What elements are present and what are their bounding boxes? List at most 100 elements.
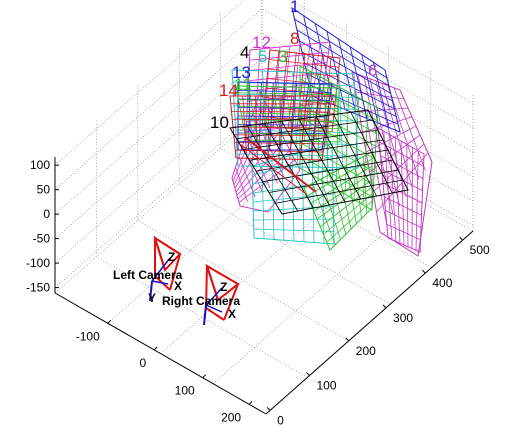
- plane-grid-line: [411, 147, 413, 249]
- y-tick-mark: [422, 269, 426, 274]
- plane-grid-line: [385, 210, 422, 228]
- calibration-planes: [229, 6, 433, 257]
- plane-label-10: 10: [210, 113, 229, 132]
- plane-grid-line: [354, 160, 362, 219]
- camera-left: Z X Y Left Camera: [113, 235, 183, 305]
- y-tick-label: 400: [432, 276, 452, 290]
- plane-grid-line: [384, 196, 422, 216]
- grid-line: [261, 111, 474, 232]
- plane-outline: [229, 109, 409, 215]
- y-tick-mark: [306, 372, 310, 376]
- plane-edge-streak: [239, 143, 307, 195]
- plane-outline: [299, 65, 379, 211]
- plane-grid-line: [361, 54, 379, 124]
- camera-y-axis: [149, 280, 153, 302]
- y-tick-mark: [382, 304, 387, 309]
- plane-grid-line: [240, 112, 339, 116]
- grid-line: [54, 111, 263, 294]
- plane-grid-line: [350, 112, 393, 194]
- plane-3-lower: [303, 151, 373, 251]
- plane-grid-line: [268, 169, 399, 193]
- plane-label-13: 13: [232, 63, 251, 82]
- plane-label-14: 14: [219, 81, 238, 100]
- camera-frustum: [154, 237, 166, 271]
- grid-line: [160, 171, 368, 354]
- plane-label-11: 11: [234, 75, 252, 94]
- x-tick-mark: [153, 346, 158, 351]
- plane-grid-line: [333, 114, 377, 197]
- plane-grid-line: [353, 97, 359, 200]
- plane-grid-line: [387, 85, 420, 180]
- y-tick-mark: [266, 406, 271, 411]
- camera-axis-y-label: Y: [148, 291, 156, 305]
- camera-axis-x-label: X: [174, 279, 182, 293]
- x-tick-mark: [107, 319, 112, 324]
- axes-box: [54, 157, 474, 415]
- plane-grid-line: [386, 223, 421, 241]
- plane-grid-line: [322, 56, 332, 132]
- y-tick-label: 500: [470, 243, 490, 257]
- grid-line: [213, 200, 421, 385]
- plane-grid-line: [323, 193, 373, 235]
- plane-label-5: 5: [258, 47, 267, 66]
- plane-grid-line: [316, 179, 373, 220]
- plane-grid-line: [315, 116, 362, 200]
- plane-grid-line: [253, 218, 334, 221]
- camera-label: Right Camera: [162, 294, 240, 308]
- plane-grid-line: [349, 46, 368, 119]
- camera-y-axis: [203, 304, 207, 326]
- y-tick-label: 0: [277, 413, 284, 427]
- plane-grid-line: [275, 179, 404, 204]
- plane-grid-line: [372, 62, 390, 128]
- plane-grid-line: [382, 182, 423, 204]
- plane-grid-line: [299, 116, 376, 160]
- plane-grid-line: [311, 149, 315, 243]
- plane-label-1: 1: [290, 0, 299, 16]
- camera-axis-z-label: Z: [220, 280, 227, 294]
- plane-grid-line: [376, 152, 429, 213]
- plane-6-lower: [377, 127, 425, 253]
- plane-grid-line: [365, 125, 417, 153]
- camera-label: Left Camera: [113, 268, 183, 282]
- plane-grid-line: [232, 126, 328, 129]
- plane-10: [229, 109, 409, 215]
- plane-label-12: 12: [252, 33, 271, 52]
- x-tick-label: 0: [139, 356, 146, 370]
- plane-grid-line: [306, 73, 397, 117]
- z-tick-label: -100: [26, 256, 50, 270]
- z-tick-label: 100: [30, 158, 50, 172]
- plane-label-6: 6: [368, 61, 377, 80]
- z-tick-label: 0: [43, 207, 50, 221]
- plane-grid-line: [235, 130, 281, 193]
- plane-3: [299, 65, 379, 211]
- x-tick-mark: [202, 374, 207, 379]
- x-tick-label: 100: [175, 384, 195, 398]
- plane-grid-line: [321, 146, 325, 244]
- x-axis-line: [54, 292, 267, 415]
- y-tick-mark: [345, 337, 350, 342]
- camera-z-axis: [205, 287, 223, 306]
- plane-outline: [351, 71, 433, 257]
- plane-outline: [377, 127, 425, 253]
- camera-frustum: [223, 283, 239, 321]
- plane-grid-line: [253, 228, 334, 232]
- plane-grid-line: [244, 132, 340, 136]
- y-axis-line: [265, 230, 474, 415]
- z-tick-label: 50: [37, 183, 51, 197]
- plane-outline: [231, 69, 359, 169]
- plane-grid-line: [299, 129, 375, 173]
- plane-grid-line: [289, 95, 295, 160]
- camera-x-axis: [151, 280, 169, 285]
- z-tick-label: -150: [26, 281, 50, 295]
- plane-grid-line: [415, 150, 419, 251]
- plane-label-8: 8: [290, 29, 299, 48]
- camera-frustum: [169, 253, 181, 291]
- x-tick-label: 200: [221, 410, 241, 424]
- plane-outline: [235, 85, 341, 143]
- plane-grid-line: [393, 87, 426, 171]
- z-tick-label: -50: [33, 232, 51, 246]
